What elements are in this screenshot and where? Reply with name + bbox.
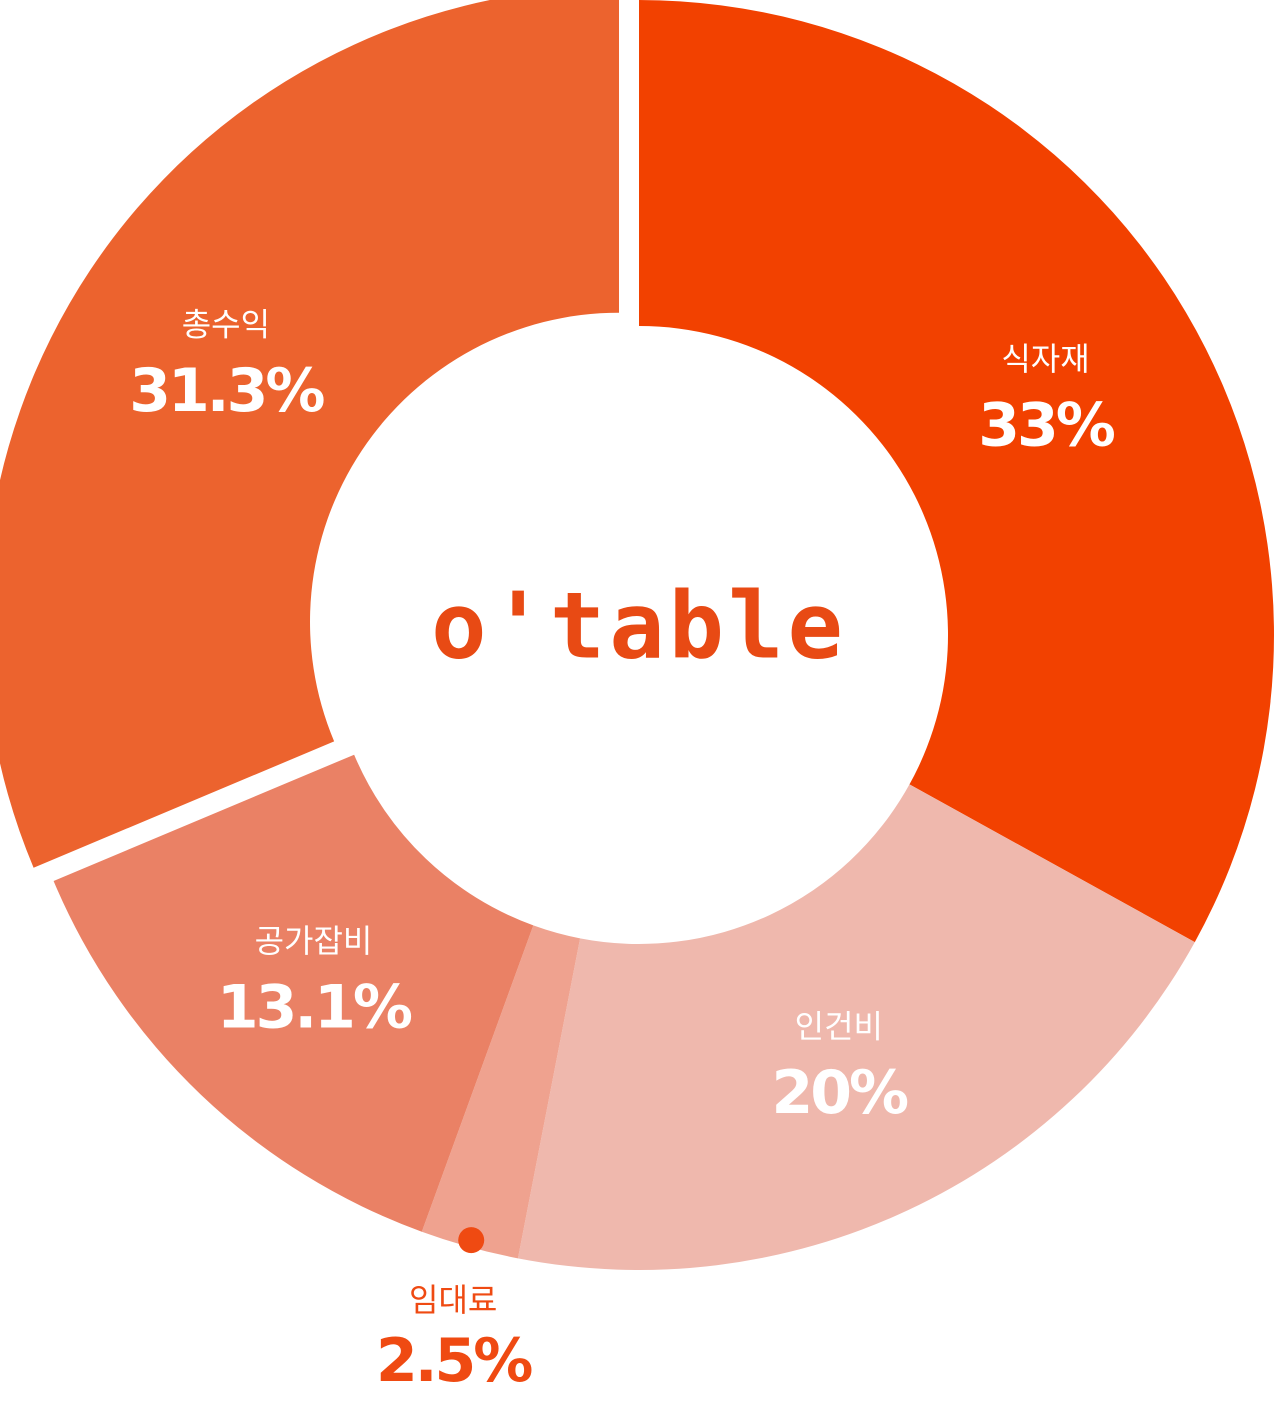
slice-name: 인건비 [795,1008,883,1046]
slice [53,754,534,1232]
slice-value: 31.3% [129,356,324,426]
slice [639,0,1274,943]
slice [0,0,620,868]
slice-name: 임대료 [409,1281,497,1319]
slice-name: 식자재 [1001,340,1089,378]
slice [517,784,1195,1270]
center-label: o'table [431,572,847,679]
slice [421,925,581,1259]
slice-name: 공가잡비 [255,922,373,960]
slice-value: 20% [771,1058,907,1128]
slice-value: 33% [978,391,1114,461]
label-dot [458,1227,485,1254]
slice-name: 총수익 [182,305,270,343]
slice-value: 2.5% [376,1326,532,1396]
slice-value: 13.1% [217,972,412,1042]
